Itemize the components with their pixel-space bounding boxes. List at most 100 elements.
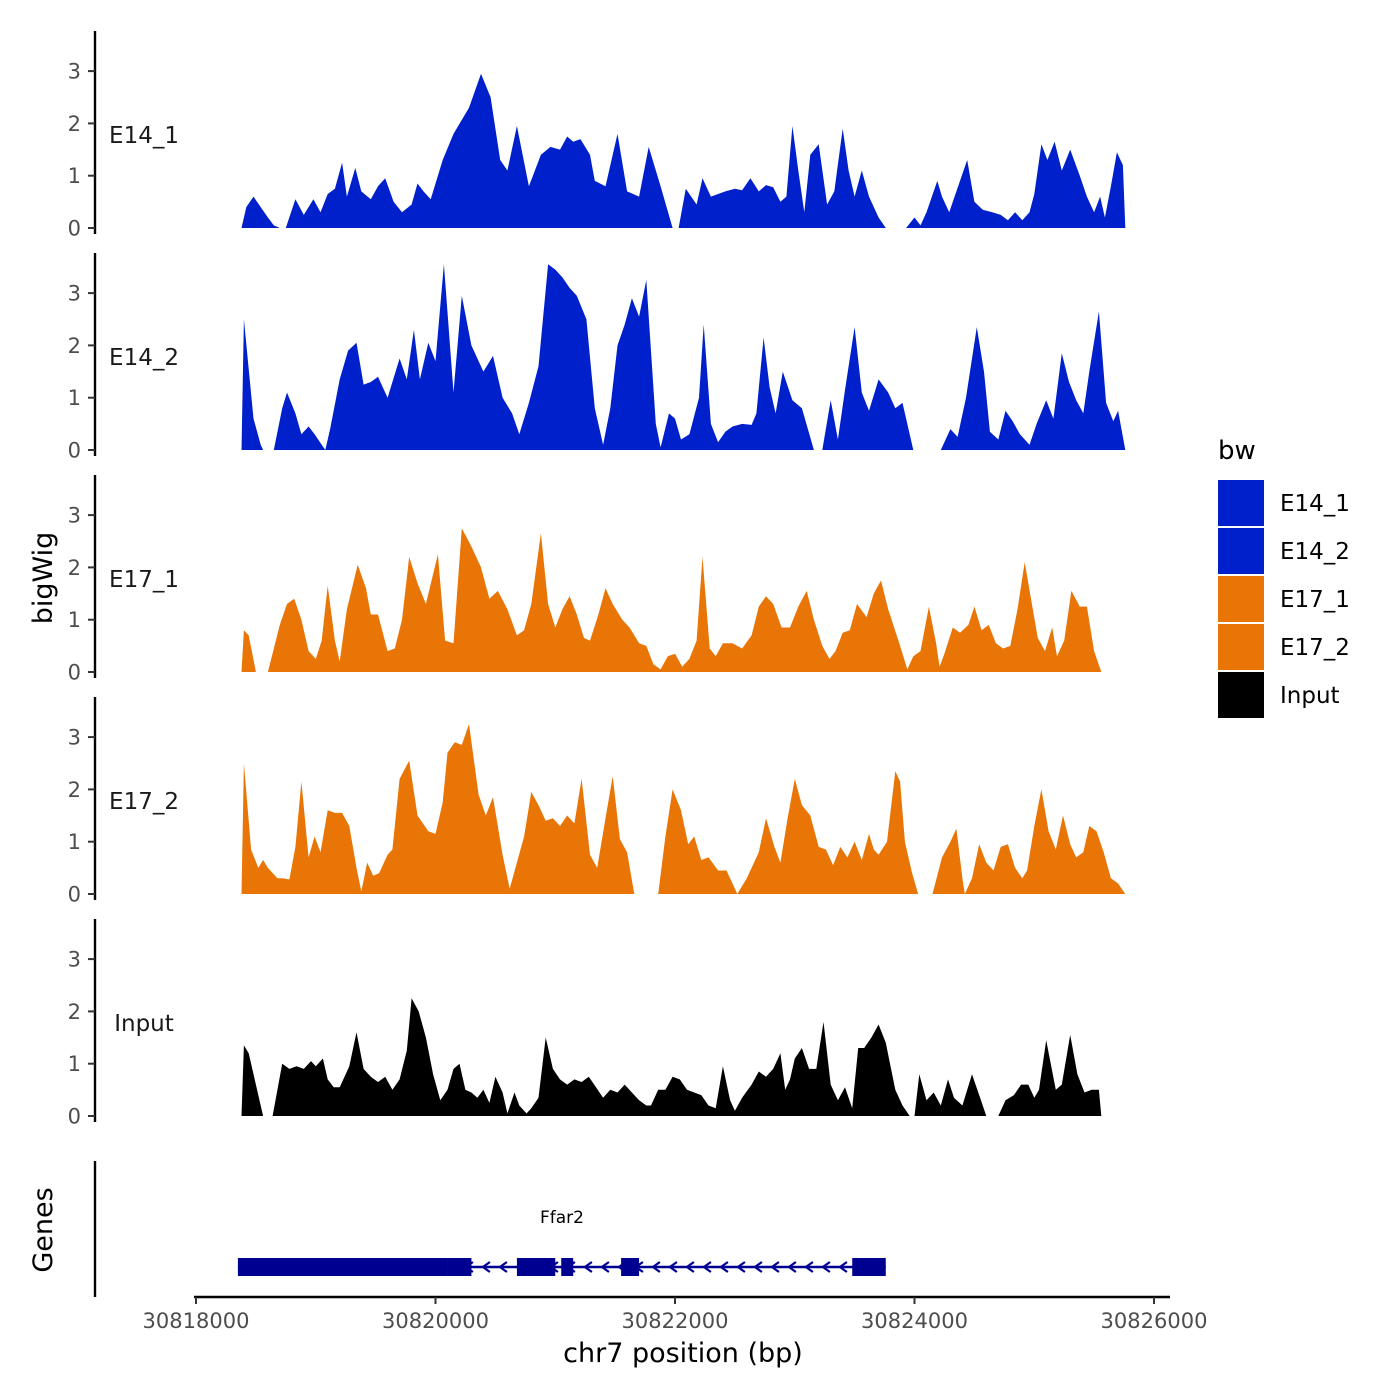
area-e17_2-segment-2 bbox=[658, 771, 919, 894]
area-e14_2-segment-2 bbox=[273, 264, 814, 450]
area-e17_2-segment-1 bbox=[241, 724, 635, 894]
y-tick-label: 0 bbox=[68, 1105, 81, 1129]
y-tick-label: 1 bbox=[68, 608, 81, 632]
strand-arrow bbox=[719, 1261, 729, 1273]
legend-label: Input bbox=[1280, 683, 1340, 709]
panel-label-e17_2: E17_2 bbox=[109, 789, 179, 815]
strand-arrow bbox=[600, 1261, 610, 1273]
x-tick-label: 30826000 bbox=[1101, 1309, 1208, 1333]
legend-entry-e17_2: E17_2 bbox=[1218, 624, 1350, 670]
y-tick-label: 3 bbox=[68, 504, 81, 528]
area-e14_2-segment-1 bbox=[241, 319, 264, 450]
gene-name-label: Ffar2 bbox=[540, 1208, 584, 1228]
legend-swatch bbox=[1218, 576, 1264, 622]
area-e14_1-segment-3 bbox=[678, 126, 886, 228]
y-tick-label: 0 bbox=[68, 439, 81, 463]
area-e14_2-segment-3 bbox=[822, 327, 914, 450]
track-panel-e14_2: 0 1 2 3 E14_2 bbox=[68, 253, 1126, 463]
strand-arrow bbox=[736, 1261, 746, 1273]
area-input-segment-3 bbox=[914, 1074, 987, 1116]
panel-label-e17_1: E17_1 bbox=[109, 567, 179, 593]
area-input-segment-1 bbox=[241, 1045, 264, 1116]
y-tick-label: 0 bbox=[68, 217, 81, 241]
x-axis-title: chr7 position (bp) bbox=[563, 1338, 803, 1369]
strand-arrow bbox=[804, 1261, 814, 1273]
gene-exon-3 bbox=[516, 1258, 556, 1276]
panel-label-e14_2: E14_2 bbox=[109, 345, 179, 371]
area-input-segment-4 bbox=[998, 1034, 1102, 1116]
panel-label-input: Input bbox=[114, 1011, 174, 1037]
legend-entry-input: Input bbox=[1218, 672, 1340, 718]
area-e17_1-segment-1 bbox=[241, 630, 256, 672]
legend-title: bw bbox=[1218, 436, 1256, 466]
track-panel-input: 0 1 2 3 Input bbox=[68, 919, 1102, 1129]
gene-exon-2 bbox=[447, 1258, 472, 1276]
gene-exon-6 bbox=[852, 1258, 886, 1276]
x-tick-label: 30822000 bbox=[622, 1309, 729, 1333]
strand-arrow bbox=[753, 1261, 763, 1273]
strand-arrow bbox=[498, 1261, 508, 1273]
strand-arrow bbox=[770, 1261, 780, 1273]
y-tick-label: 2 bbox=[68, 112, 81, 136]
legend-label: E14_2 bbox=[1280, 539, 1350, 565]
strand-arrow bbox=[651, 1261, 661, 1273]
legend-swatch bbox=[1218, 528, 1264, 574]
strand-arrow bbox=[821, 1261, 831, 1273]
strand-arrow bbox=[685, 1261, 695, 1273]
y-tick-label: 3 bbox=[68, 948, 81, 972]
legend-label: E17_2 bbox=[1280, 635, 1350, 661]
legend-label: E17_1 bbox=[1280, 587, 1350, 613]
legend-swatch bbox=[1218, 672, 1264, 718]
panel-label-e14_1: E14_1 bbox=[109, 123, 179, 149]
legend-entry-e14_1: E14_1 bbox=[1218, 480, 1350, 526]
area-e14_2-segment-4 bbox=[940, 311, 1126, 450]
legend-label: E14_1 bbox=[1280, 491, 1350, 517]
y-tick-label: 1 bbox=[68, 164, 81, 188]
legend-swatch bbox=[1218, 480, 1264, 526]
track-panel-e17_2: 0 1 2 3 E17_2 bbox=[68, 697, 1126, 907]
strand-arrow bbox=[668, 1261, 678, 1273]
y-tick-label: 0 bbox=[68, 661, 81, 685]
strand-arrow bbox=[702, 1261, 712, 1273]
genes-track: Ffar2 bbox=[93, 1161, 886, 1297]
gene-exon-4 bbox=[561, 1258, 574, 1276]
y-tick-label: 2 bbox=[68, 334, 81, 358]
gene-ffar2: Ffar2 bbox=[237, 1208, 886, 1276]
track-panels: 0 1 2 3 E14_1 0 1 2 3 E14_2 0 1 2 3 E17_1 0 1 2 3 E17_2 0 1 2 3… bbox=[68, 31, 1126, 1129]
area-e17_1-segment-2 bbox=[267, 528, 1102, 672]
y-tick-label: 0 bbox=[68, 883, 81, 907]
area-e14_1-segment-1 bbox=[241, 196, 280, 228]
y-tick-label: 1 bbox=[68, 1052, 81, 1076]
y-tick-label: 3 bbox=[68, 726, 81, 750]
legend-entry-e14_2: E14_2 bbox=[1218, 528, 1350, 574]
area-e14_1-segment-2 bbox=[285, 73, 673, 228]
strand-arrow bbox=[481, 1261, 491, 1273]
y-tick-label: 2 bbox=[68, 778, 81, 802]
x-tick-label: 30820000 bbox=[382, 1309, 489, 1333]
legend-entry-e17_1: E17_1 bbox=[1218, 576, 1350, 622]
strand-arrow bbox=[583, 1261, 593, 1273]
x-tick-label: 30824000 bbox=[861, 1309, 968, 1333]
strand-arrow bbox=[787, 1261, 797, 1273]
area-e17_2-segment-3 bbox=[932, 789, 1126, 894]
strand-arrow bbox=[838, 1261, 848, 1273]
area-e14_1-segment-4 bbox=[906, 141, 1126, 228]
track-panel-e17_1: 0 1 2 3 E17_1 bbox=[68, 475, 1102, 685]
y-tick-label: 2 bbox=[68, 556, 81, 580]
x-axis: 30818000 30820000 30822000 30824000 30826000 bbox=[143, 1295, 1208, 1333]
y-tick-label: 3 bbox=[68, 60, 81, 84]
y-tick-label: 2 bbox=[68, 1000, 81, 1024]
x-tick-label: 30818000 bbox=[143, 1309, 250, 1333]
legend-swatch bbox=[1218, 624, 1264, 670]
y-axis-title: bigWig bbox=[28, 532, 59, 625]
track-panel-e14_1: 0 1 2 3 E14_1 bbox=[68, 31, 1126, 241]
gene-exon-5 bbox=[621, 1258, 640, 1276]
y-tick-label: 1 bbox=[68, 386, 81, 410]
gene-exon-1 bbox=[237, 1258, 448, 1276]
y-tick-label: 1 bbox=[68, 830, 81, 854]
genes-axis-title: Genes bbox=[28, 1187, 59, 1272]
legend: bw E14_1 E14_2 E17_1 E17_2 Input bbox=[1218, 436, 1350, 718]
y-tick-label: 3 bbox=[68, 282, 81, 306]
area-input-segment-2 bbox=[272, 998, 910, 1116]
